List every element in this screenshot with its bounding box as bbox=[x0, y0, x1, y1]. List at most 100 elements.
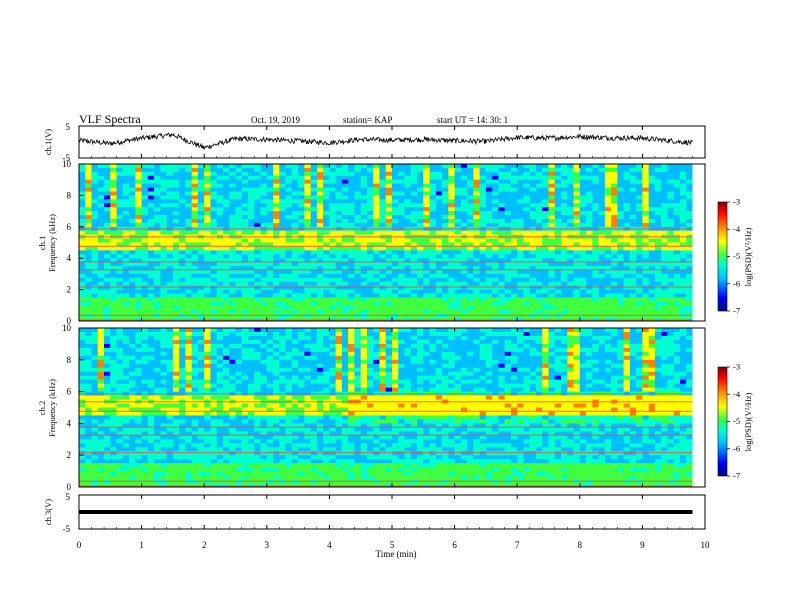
spectrogram-cell bbox=[260, 164, 268, 169]
spectrogram-cell bbox=[648, 191, 656, 196]
spectrogram-cell bbox=[316, 293, 324, 298]
spectrogram-cell bbox=[417, 187, 424, 192]
spectrogram-cell bbox=[298, 301, 305, 306]
spectrogram-cell bbox=[554, 187, 562, 192]
spectrogram-cell bbox=[479, 273, 487, 279]
spectrogram-cell bbox=[91, 309, 99, 314]
spectrogram-cell bbox=[266, 199, 274, 204]
spectrogram-cell bbox=[104, 175, 111, 181]
spectrogram-cell bbox=[104, 447, 111, 452]
spectrogram-cell bbox=[448, 230, 455, 236]
spectrogram-cell bbox=[485, 195, 493, 200]
spectrogram-cell bbox=[517, 238, 524, 243]
spectrogram-cell bbox=[323, 195, 330, 200]
spectrogram-cell bbox=[360, 297, 368, 302]
spectrogram-cell bbox=[147, 171, 155, 177]
spectrogram-cell bbox=[548, 293, 556, 298]
spectrogram-cell bbox=[323, 230, 330, 236]
spectrogram-cell bbox=[185, 242, 193, 247]
spectrogram-cell bbox=[291, 273, 299, 279]
spectrogram-cell bbox=[235, 277, 243, 283]
spectrogram-cell bbox=[179, 451, 186, 456]
spectrogram-cell bbox=[172, 363, 180, 369]
spectrogram-cell bbox=[629, 207, 637, 212]
spectrogram-cell bbox=[629, 175, 637, 181]
spectrogram-cell bbox=[485, 269, 493, 275]
spectrogram-cell bbox=[310, 171, 318, 177]
spectrogram-cell bbox=[185, 463, 193, 468]
spectrogram-cell bbox=[629, 167, 637, 173]
spectrogram-cell bbox=[279, 167, 286, 173]
spectrogram-cell bbox=[204, 171, 211, 177]
spectrogram-cell bbox=[141, 403, 149, 408]
spectrogram-cell bbox=[260, 242, 268, 247]
spectrogram-cell bbox=[442, 246, 449, 251]
spectrogram-cell bbox=[141, 443, 149, 448]
spectrogram-cell bbox=[473, 175, 481, 181]
spectrogram-cell bbox=[348, 297, 355, 302]
spectrogram-cell bbox=[147, 343, 155, 349]
spectrogram-cell bbox=[254, 164, 261, 169]
spectrogram-cell bbox=[642, 207, 650, 212]
spectrogram-cell bbox=[492, 171, 499, 177]
spectrogram-cell bbox=[241, 269, 249, 275]
spectrogram-cell bbox=[310, 246, 318, 251]
spectrogram-cell bbox=[554, 215, 562, 220]
spectrogram-cell bbox=[504, 183, 512, 188]
spectrogram-cell bbox=[623, 191, 631, 196]
spectrogram-cell bbox=[104, 343, 111, 349]
spectrogram-cell bbox=[91, 387, 99, 393]
spectrogram-cell bbox=[141, 343, 149, 349]
spectrogram-cell bbox=[642, 289, 650, 294]
spectrogram-cell bbox=[191, 242, 199, 247]
spectrogram-cell bbox=[460, 262, 468, 267]
spectrogram-cell bbox=[197, 222, 205, 228]
spectrogram-cell bbox=[197, 203, 205, 208]
spectrogram-cell bbox=[454, 281, 462, 287]
spectrogram-cell bbox=[279, 246, 286, 251]
spectrogram-cell bbox=[285, 254, 293, 259]
spectrogram-cell bbox=[392, 199, 399, 204]
spectrogram-cell bbox=[279, 164, 286, 169]
spectrogram-cell bbox=[210, 242, 218, 247]
spectrogram-cell bbox=[298, 215, 305, 220]
spectrogram-cell bbox=[611, 297, 618, 302]
spectrogram-cell bbox=[191, 475, 199, 480]
spectrogram-cell bbox=[492, 254, 499, 259]
spectrogram-cell bbox=[122, 471, 130, 476]
spectrogram-cell bbox=[673, 269, 681, 275]
spectrogram-cell bbox=[166, 301, 174, 306]
spectrogram-cell bbox=[229, 419, 236, 424]
spectrogram-cell bbox=[210, 203, 218, 208]
spectrogram-cell bbox=[285, 285, 293, 291]
spectrogram-cell bbox=[304, 297, 312, 302]
spectrogram-cell bbox=[104, 183, 111, 188]
spectrogram-cell bbox=[417, 262, 424, 267]
spectrogram-cell bbox=[91, 187, 99, 192]
spectrogram-cell bbox=[611, 273, 618, 279]
spectrogram-cell bbox=[523, 258, 531, 263]
spectrogram-cell bbox=[354, 203, 362, 208]
spectrogram-cell bbox=[517, 195, 524, 200]
spectrogram-cell bbox=[154, 187, 161, 192]
spectrogram-cell bbox=[160, 254, 168, 259]
spectrogram-cell bbox=[473, 195, 481, 200]
spectrogram-cell bbox=[279, 203, 286, 208]
spectrogram-cell bbox=[285, 222, 293, 228]
spectrogram-cell bbox=[667, 183, 675, 188]
spectrogram-cell bbox=[304, 250, 312, 255]
spectrogram-cell bbox=[97, 459, 105, 464]
spectrogram-cell bbox=[179, 427, 186, 432]
spectrogram-cell bbox=[479, 215, 487, 220]
spectrogram-cell bbox=[435, 179, 443, 185]
spectrogram-cell bbox=[323, 215, 330, 220]
spectrogram-cell bbox=[611, 175, 618, 181]
spectrogram-cell bbox=[160, 238, 168, 243]
spectrogram-cell bbox=[235, 371, 243, 377]
spectrogram-cell bbox=[454, 305, 462, 310]
spectrogram-cell bbox=[423, 203, 430, 208]
spectrogram-cell bbox=[210, 463, 218, 468]
spectrogram-cell bbox=[323, 281, 330, 287]
spectrogram-cell bbox=[122, 383, 130, 389]
spectrogram-cell bbox=[285, 309, 293, 314]
